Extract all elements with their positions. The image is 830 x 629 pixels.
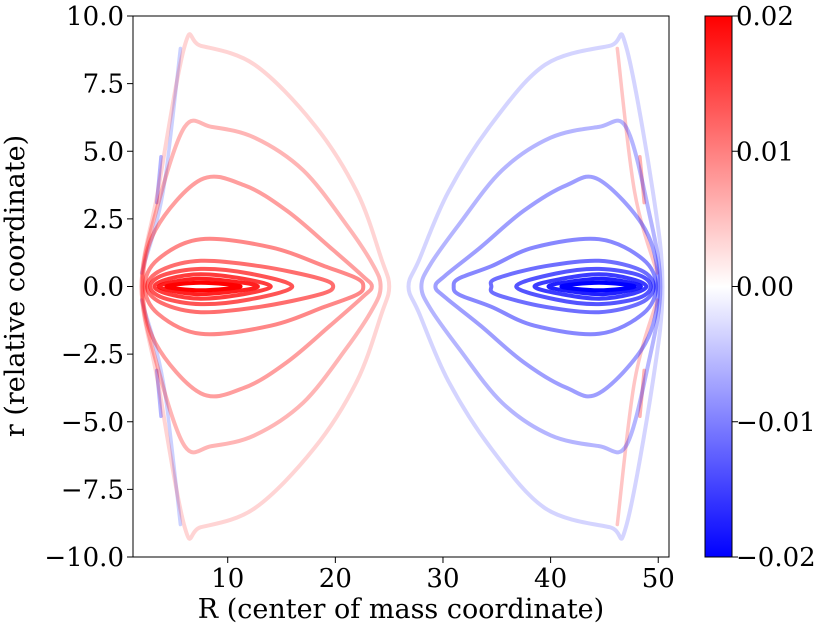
positive-lobe (139, 32, 392, 541)
negative-lobe (406, 32, 665, 541)
edge-fragment-right-bottom (615, 298, 659, 527)
contour-line (145, 258, 336, 315)
contour-line (148, 266, 295, 307)
x-axis-label: R (center of mass coordinate) (198, 594, 604, 625)
y-tick-label: −5.0 (61, 408, 124, 438)
contour-layer (139, 32, 665, 541)
colorbar-tick-label: 0.01 (736, 137, 794, 167)
edge-fragment-right-top-dash (638, 154, 646, 205)
contour-line (139, 32, 392, 541)
x-tick-label: 10 (211, 564, 244, 594)
y-axis-label: r (relative coordinate) (0, 135, 31, 437)
x-tick-label: 40 (534, 564, 567, 594)
y-tick-label: 7.5 (83, 70, 124, 100)
y-axis: 10.0 7.5 5.0 2.5 0.0 −2.5 −5.0 −7.5 −10.0 (44, 2, 133, 573)
colorbar-tick-label: 0.02 (736, 2, 794, 32)
x-axis: 10 20 30 40 50 (211, 557, 675, 594)
plot-frame (132, 15, 670, 558)
y-tick-label: −10.0 (44, 543, 124, 573)
contour-line (164, 280, 243, 293)
edge-fragment-left-bottom (139, 298, 183, 527)
edge-fragment-left-bottom-dash (154, 368, 163, 419)
edge-fragment-left-top (139, 46, 183, 275)
y-tick-label: −2.5 (61, 340, 124, 370)
contour-line (139, 118, 383, 455)
contour-line (142, 236, 366, 337)
y-tick-label: 2.5 (83, 205, 124, 235)
y-tick-label: 10.0 (66, 2, 124, 32)
x-tick-label: 30 (426, 564, 459, 594)
colorbar-tick-label: −0.02 (736, 543, 816, 573)
contour-line (406, 32, 665, 541)
contour-line (488, 258, 656, 315)
colorbar-tick-label: 0.00 (736, 273, 794, 303)
edge-fragment-right-top (615, 46, 659, 275)
colorbar (704, 15, 733, 558)
contour-line (419, 118, 663, 455)
contour-line (559, 280, 637, 293)
contour-line (140, 174, 374, 399)
contour-line (514, 266, 653, 307)
colorbar-tick-label: −0.01 (736, 408, 816, 438)
edge-fragment-left-top-dash (154, 154, 163, 205)
y-tick-label: −7.5 (61, 475, 124, 505)
colorbar-axis: 0.02 0.01 0.00 −0.01 −0.02 (732, 2, 816, 573)
edge-fragment-right-bottom-dash (638, 368, 646, 419)
x-tick-label: 50 (642, 564, 675, 594)
contour-line (152, 272, 273, 301)
contour-line (433, 174, 661, 399)
contour-line (532, 272, 649, 301)
y-tick-label: 0.0 (83, 273, 124, 303)
y-tick-label: 5.0 (83, 137, 124, 167)
contour-line (156, 276, 260, 297)
x-tick-label: 20 (319, 564, 352, 594)
contour-line (546, 276, 643, 297)
contour-line (451, 236, 659, 337)
